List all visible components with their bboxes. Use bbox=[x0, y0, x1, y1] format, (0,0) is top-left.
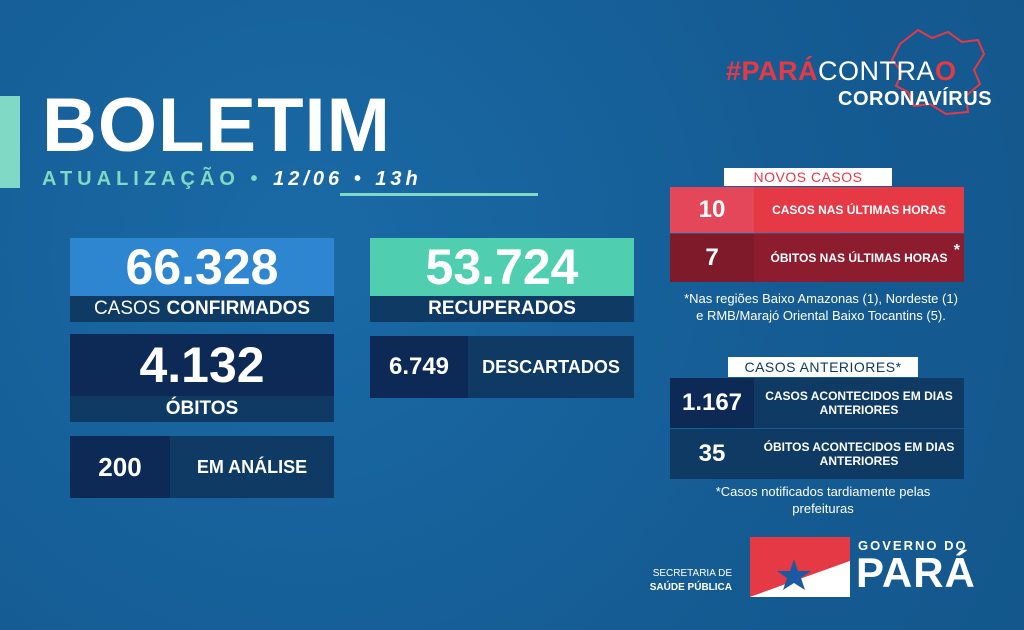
discarded-label: DESCARTADOS bbox=[468, 336, 634, 398]
update-time: 13h bbox=[375, 168, 422, 190]
regions-footnote: *Nas regiões Baixo Amazonas (1), Nordest… bbox=[684, 291, 958, 323]
new-cases-value: 10 bbox=[670, 187, 754, 233]
analysis-value: 200 bbox=[70, 436, 170, 498]
deaths-card: 4.132 ÓBITOS bbox=[70, 334, 334, 422]
secretaria-line-1: SECRETARIA DE bbox=[652, 568, 732, 579]
update-label: ATUALIZAÇÃO bbox=[42, 168, 240, 190]
new-deaths-value: 7 bbox=[670, 234, 754, 282]
update-date: 12/06 bbox=[273, 168, 344, 190]
secretaria-label: SECRETARIA DE SAÚDE PÚBLICA bbox=[612, 567, 732, 595]
confirmed-card: 66.328 CASOS CONFIRMADOS bbox=[70, 238, 334, 322]
new-deaths-footnote-mark: * bbox=[953, 242, 960, 259]
confirmed-label: CASOS CONFIRMADOS bbox=[70, 296, 334, 322]
new-deaths-row: 7 ÓBITOS NAS ÚLTIMAS HORAS * bbox=[670, 234, 964, 282]
confirmed-label-light: CASOS bbox=[93, 298, 161, 319]
deaths-label: ÓBITOS bbox=[70, 396, 334, 422]
hashtag-o: O bbox=[935, 56, 957, 86]
update-separator-2: • bbox=[353, 168, 365, 190]
date-underline bbox=[340, 193, 538, 196]
analysis-label: EM ANÁLISE bbox=[170, 436, 334, 498]
hashtag-red: #PARÁ bbox=[726, 56, 819, 86]
confirmed-label-bold: CONFIRMADOS bbox=[166, 298, 311, 319]
previous-deaths-row: 35 ÓBITOS ACONTECIDOS EM DIAS ANTERIORES bbox=[670, 429, 964, 479]
previous-cases-row: 1.167 CASOS ACONTECIDOS EM DIAS ANTERIOR… bbox=[670, 378, 964, 428]
recovered-value: 53.724 bbox=[370, 238, 634, 296]
discarded-card: 6.749 DESCARTADOS bbox=[370, 336, 634, 398]
new-cases-tab: NOVOS CASOS bbox=[724, 168, 892, 186]
hashtag-white: CONTRA bbox=[818, 56, 936, 86]
late-notification-footnote: *Casos notificados tardiamente pelas pre… bbox=[715, 484, 931, 516]
new-cases-row: 10 CASOS NAS ÚLTIMAS HORAS bbox=[670, 187, 964, 233]
previous-deaths-label: ÓBITOS ACONTECIDOS EM DIAS ANTERIORES bbox=[754, 429, 964, 479]
previous-deaths-value: 35 bbox=[670, 429, 754, 479]
discarded-value: 6.749 bbox=[370, 336, 468, 398]
title-accent-bar bbox=[0, 96, 20, 188]
previous-cases-label: CASOS ACONTECIDOS EM DIAS ANTERIORES bbox=[754, 378, 964, 428]
previous-cases-value: 1.167 bbox=[670, 378, 754, 428]
page-title: BOLETIM bbox=[42, 83, 391, 168]
government-name: PARÁ bbox=[856, 549, 976, 596]
confirmed-value: 66.328 bbox=[70, 238, 334, 296]
deaths-value: 4.132 bbox=[70, 334, 334, 396]
update-separator: • bbox=[250, 168, 263, 190]
government-label: GOVERNO DO bbox=[858, 538, 968, 553]
recovered-card: 53.724 RECUPERADOS bbox=[370, 238, 634, 322]
secretaria-line-2: SAÚDE PÚBLICA bbox=[649, 582, 732, 593]
recovered-label: RECUPERADOS bbox=[370, 296, 634, 322]
new-deaths-label: ÓBITOS NAS ÚLTIMAS HORAS bbox=[754, 234, 964, 282]
campaign-subtitle: CORONAVÍRUS bbox=[838, 88, 993, 110]
new-cases-label: CASOS NAS ÚLTIMAS HORAS bbox=[754, 187, 964, 233]
analysis-card: 200 EM ANÁLISE bbox=[70, 436, 334, 498]
para-flag-icon bbox=[750, 537, 850, 597]
campaign-logo: #PARÁCONTRAO CORONAVÍRUS bbox=[720, 28, 992, 122]
update-line: ATUALIZAÇÃO • 12/06 • 13h bbox=[42, 168, 422, 191]
previous-cases-tab: CASOS ANTERIORES* bbox=[728, 357, 918, 377]
campaign-hashtag: #PARÁCONTRAO bbox=[726, 56, 957, 87]
para-map-outline-icon bbox=[890, 28, 986, 116]
